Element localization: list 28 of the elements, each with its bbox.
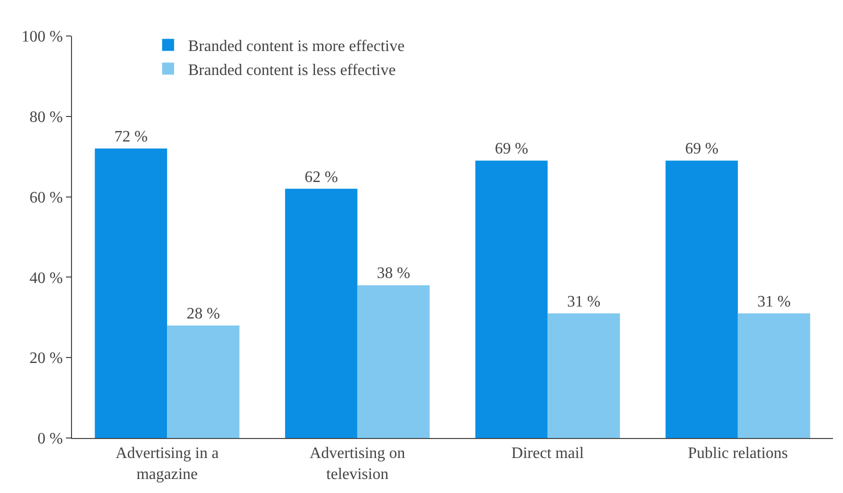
y-tick-label: 80 % — [29, 109, 63, 126]
data-label: 38 % — [376, 265, 410, 282]
y-tick-label: 0 % — [37, 430, 63, 448]
bar — [666, 160, 738, 438]
y-tick-label: 40 % — [29, 270, 63, 287]
x-tick-label: Advertising in a magazine — [116, 445, 219, 483]
x-tick-label: Direct mail — [511, 445, 584, 462]
data-label: 31 % — [757, 293, 791, 310]
y-tick-label: 20 % — [29, 350, 63, 368]
bar — [738, 313, 810, 438]
data-label: 28 % — [186, 305, 220, 322]
bar — [357, 285, 430, 438]
data-label: 31 % — [567, 293, 600, 310]
y-tick-label: 100 % — [21, 28, 63, 46]
legend-label: Branded content is less effective — [188, 62, 396, 79]
x-tick-label: Public relations — [688, 445, 788, 462]
x-tick-label: Advertising on television — [310, 445, 406, 483]
bar — [548, 313, 620, 438]
data-label: 62 % — [304, 168, 338, 186]
data-label: 72 % — [114, 128, 148, 146]
bar — [94, 148, 168, 438]
data-label: 69 % — [494, 140, 528, 158]
y-tick-label: 60 % — [29, 189, 63, 206]
bar — [167, 325, 240, 438]
data-label: 69 % — [685, 140, 718, 158]
bar — [475, 160, 548, 438]
bar — [285, 188, 358, 438]
legend-label: Branded content is more effective — [188, 38, 405, 56]
